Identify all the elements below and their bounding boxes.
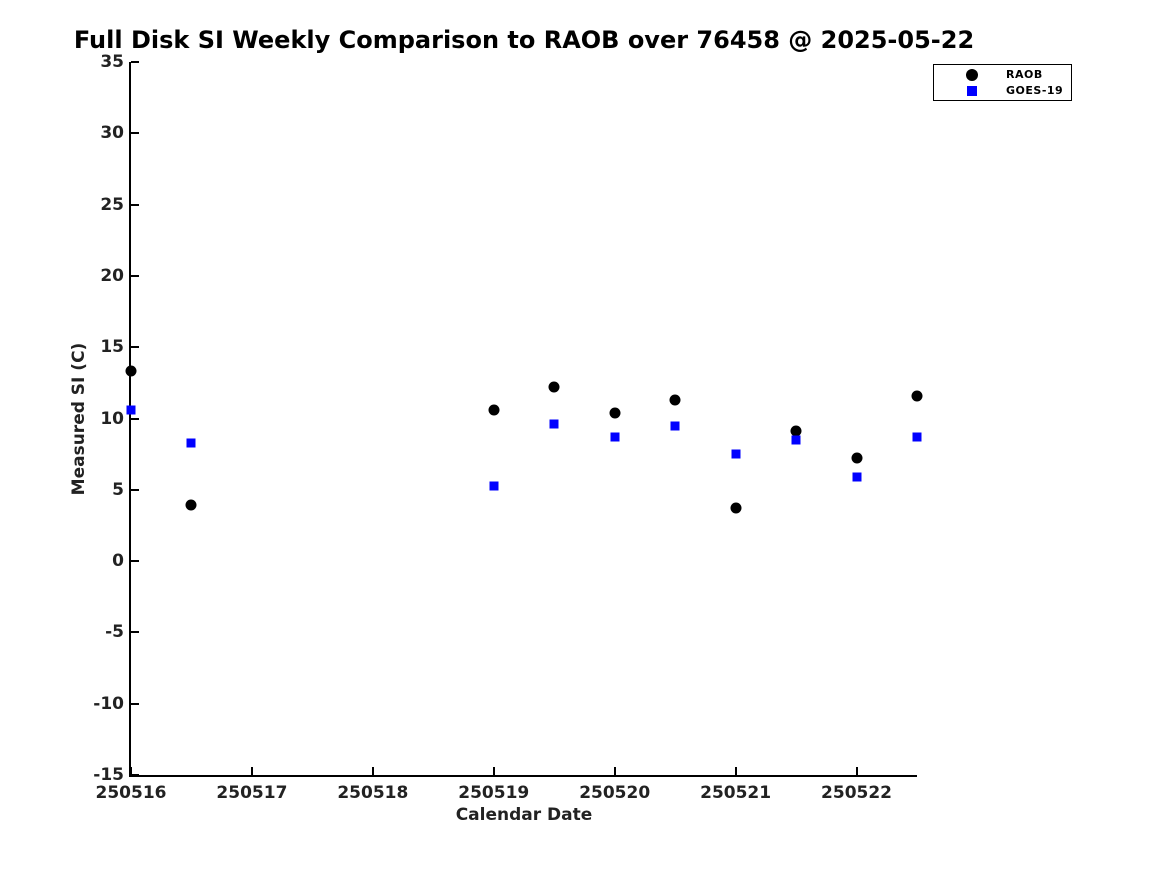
- legend-label: RAOB: [1006, 68, 1043, 81]
- y-tick-mark: [131, 132, 139, 135]
- x-axis-label: Calendar Date: [455, 805, 593, 825]
- raob-marker: [730, 502, 742, 514]
- y-tick-mark: [131, 702, 139, 705]
- chart-title: Full Disk SI Weekly Comparison to RAOB o…: [73, 26, 975, 54]
- goes-19-marker: [549, 419, 559, 429]
- y-tick-label: 10: [100, 408, 124, 429]
- y-tick-label: -5: [105, 622, 124, 643]
- y-tick-mark: [131, 417, 139, 420]
- goes-19-marker: [610, 432, 620, 442]
- y-tick-label: 25: [100, 194, 124, 215]
- y-tick-mark: [131, 274, 139, 277]
- raob-marker: [669, 394, 681, 406]
- goes-19-marker: [670, 421, 680, 431]
- raob-marker: [125, 365, 137, 377]
- raob-marker: [851, 452, 863, 464]
- legend-label: GOES-19: [1006, 84, 1064, 97]
- x-tick-label: 250516: [95, 783, 167, 803]
- raob-marker: [911, 390, 923, 402]
- y-tick-label: 15: [100, 337, 124, 358]
- y-tick-mark: [131, 203, 139, 206]
- y-tick-mark: [131, 631, 139, 634]
- y-tick-label: 0: [112, 551, 124, 572]
- x-tick-label: 250518: [337, 783, 409, 803]
- legend-row: GOES-19: [934, 83, 1071, 98]
- raob-marker: [548, 381, 560, 393]
- x-tick-mark: [734, 767, 737, 775]
- x-tick-mark: [250, 767, 253, 775]
- x-tick-label: 250519: [458, 783, 530, 803]
- x-tick-label: 250521: [700, 783, 772, 803]
- x-tick-mark: [130, 767, 132, 775]
- raob-marker: [185, 499, 197, 511]
- y-tick-mark: [131, 346, 139, 349]
- y-tick-label: 30: [100, 123, 124, 144]
- x-tick-label: 250517: [216, 783, 288, 803]
- goes-19-marker: [852, 472, 862, 482]
- y-tick-label: -10: [93, 693, 124, 714]
- x-tick-mark: [855, 767, 858, 775]
- legend-row: RAOB: [934, 67, 1071, 82]
- legend: RAOB GOES-19: [933, 64, 1072, 101]
- y-tick-label: 35: [100, 52, 124, 72]
- x-tick-mark: [613, 767, 616, 775]
- y-tick-label: 20: [100, 265, 124, 286]
- goes-19-marker: [791, 435, 801, 445]
- square-marker-icon: [965, 85, 979, 96]
- raob-marker: [488, 404, 500, 416]
- y-tick-mark: [131, 488, 139, 491]
- goes-19-marker: [489, 481, 499, 491]
- raob-marker: [790, 425, 802, 437]
- y-tick-mark: [131, 774, 139, 776]
- y-axis-label: Measured SI (C): [69, 342, 89, 495]
- raob-marker: [609, 407, 621, 419]
- y-tick-mark: [131, 560, 139, 563]
- goes-19-marker: [126, 405, 136, 415]
- circle-marker-icon: [965, 68, 979, 81]
- y-tick-mark: [131, 61, 139, 63]
- goes-19-marker: [731, 449, 741, 459]
- y-tick-label: -15: [93, 765, 124, 785]
- x-tick-label: 250520: [579, 783, 651, 803]
- x-tick-mark: [371, 767, 374, 775]
- x-tick-mark: [492, 767, 495, 775]
- x-tick-label: 250522: [821, 783, 893, 803]
- plot-area: Full Disk SI Weekly Comparison to RAOB o…: [69, 26, 974, 825]
- goes-19-marker: [186, 438, 196, 448]
- goes-19-marker: [912, 432, 922, 442]
- y-tick-label: 5: [112, 479, 124, 500]
